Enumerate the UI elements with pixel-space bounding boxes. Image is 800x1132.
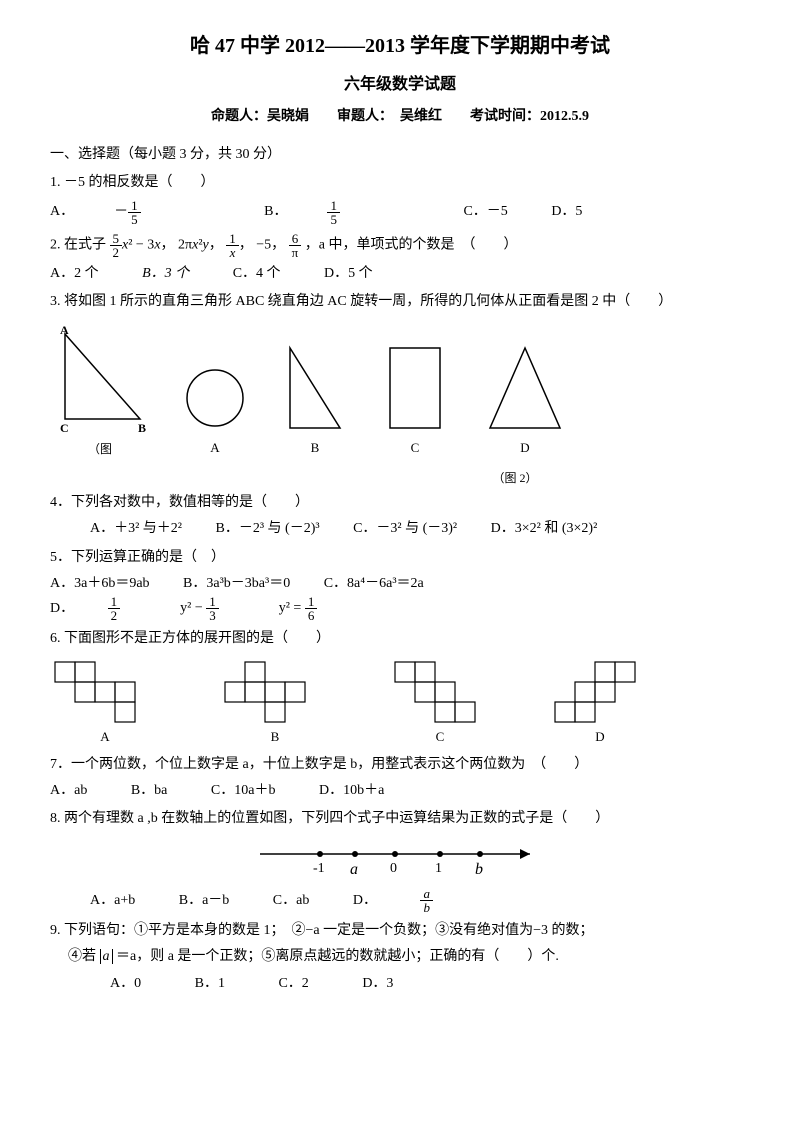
q2-options: A．2 个 B．3 个 C．4 个 D．5 个 [50,263,750,285]
q3-figures: A C B （图 A B C D [50,324,750,459]
q7-c: C．10a＋b [211,780,276,802]
q7-b: B．ba [131,780,168,802]
net-c: C [390,657,490,748]
question-9b: ④若 a ＝a，则 a 是一个正数；⑤离原点越远的数就越小；正确的有（ ）个. [68,946,750,968]
q2-b: B．3 个 [142,263,189,285]
q6-figures: A B C [50,657,750,748]
q8-b: B．a－b [179,890,230,912]
q1-a: A．－15 [50,199,221,226]
question-4: 4．下列各对数中，数值相等的是（ ） [50,492,750,514]
svg-text:C: C [60,421,69,434]
question-6: 6. 下面图形不是正方体的展开图的是（ ） [50,628,750,650]
net-a: A [50,657,160,748]
number-line: -1 a 0 1 b [50,839,750,879]
fig-d-iso-triangle: D [480,343,570,459]
question-1: 1. －5 的相反数是（ ） [50,172,750,194]
q5-a: A．3a＋6b＝9ab [50,573,150,595]
q2-d: D．5 个 [324,263,373,285]
q5-d: D． 12y² − 13y² = 16 [50,595,377,622]
q4-options: A．＋3² 与＋2² B．－2³ 与 (－2)³ C．－3² 与 (－3)² D… [90,518,750,540]
q9-b: B．1 [195,973,225,995]
question-2: 2. 在式子 52x² − 3x， 2πx²y， 1x， −5， 6π ，a 中… [50,232,750,259]
fig2-caption: （图 2） [280,469,750,488]
svg-text:A: A [60,324,69,337]
q2-a: A．2 个 [50,263,99,285]
question-9a: 9. 下列语句：①平方是本身的数是 1； ②−a 一定是一个负数；③没有绝对值为… [50,920,750,942]
fig-c-rect: C [380,343,450,459]
q7-a: A．ab [50,780,87,802]
svg-text:B: B [138,421,146,434]
q4-b: B．－2³ 与 (－2)³ [216,518,320,540]
page-subtitle: 六年级数学试题 [50,72,750,98]
fig-b-triangle: B [280,343,350,459]
q1-options: A．－15 B．15 C．－5 D．5 [50,199,750,226]
q9-a: A．0 [110,973,141,995]
q8-options: A．a+b B．a－b C．ab D． ab [90,887,750,914]
q5-options: A．3a＋6b＝9ab B．3a³b－3ba³＝0 C．8a⁴－6a³＝2a D… [50,573,750,622]
q4-a: A．＋3² 与＋2² [90,518,182,540]
section-heading: 一、选择题（每小题 3 分，共 30 分） [50,144,750,166]
q4-d: D．3×2² 和 (3×2)² [491,518,598,540]
q7-d: D．10b＋a [319,780,384,802]
q8-c: C．ab [273,890,310,912]
page-title: 哈 47 中学 2012——2013 学年度下学期期中考试 [50,30,750,62]
question-7: 7．一个两位数，个位上数字是 a，十位上数字是 b，用整式表示这个两位数为 （ … [50,754,750,776]
q8-d: D． ab [353,887,513,914]
svg-text:a: a [350,861,358,878]
q1-b: B．15 [264,199,420,226]
q4-c: C．－3² 与 (－3)² [353,518,457,540]
q5-b: B．3a³b－3ba³＝0 [183,573,290,595]
svg-text:-1: -1 [313,861,325,876]
fig-triangle-abc: A C B （图 [50,324,150,459]
exam-info: 命题人：吴晓娟 审题人： 吴维红 考试时间：2012.5.9 [50,106,750,128]
q7-options: A．ab B．ba C．10a＋b D．10b＋a [50,780,750,802]
svg-text:0: 0 [390,861,397,876]
q8-a: A．a+b [90,890,135,912]
q9-d: D．3 [362,973,393,995]
q1-d: D．5 [551,201,582,223]
q2-c: C．4 个 [233,263,281,285]
net-d: D [550,657,650,748]
q9-options: A．0 B．1 C．2 D．3 [110,973,750,995]
fig-a-circle: A [180,358,250,459]
question-5: 5．下列运算正确的是（ ） [50,547,750,569]
question-8: 8. 两个有理数 a ,b 在数轴上的位置如图，下列四个式子中运算结果为正数的式… [50,808,750,830]
q9-c: C．2 [278,973,308,995]
q5-c: C．8a⁴－6a³＝2a [324,573,424,595]
svg-text:b: b [475,861,483,878]
q1-c: C．－5 [463,201,507,223]
net-b: B [220,657,330,748]
question-3: 3. 将如图 1 所示的直角三角形 ABC 绕直角边 AC 旋转一周，所得的几何… [50,291,750,313]
svg-text:1: 1 [435,861,442,876]
